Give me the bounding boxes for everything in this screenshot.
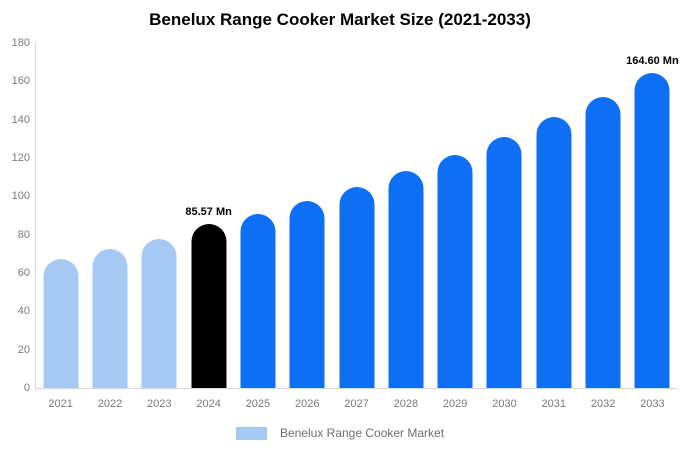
bar-2024 <box>191 224 227 388</box>
y-tick-label: 60 <box>17 267 30 279</box>
y-tick-label: 120 <box>11 152 30 164</box>
y-tick-label: 20 <box>17 343 30 356</box>
legend-label: Benelux Range Cooker Market <box>279 426 445 440</box>
data-label-2024: 85.57 Mn <box>185 206 232 218</box>
x-axis-label: 2031 <box>541 398 567 410</box>
bar-slot: 2023 <box>135 43 184 410</box>
y-tick-label: 40 <box>17 305 30 318</box>
y-axis: 0 20 40 60 80 100 120 140 160 180 <box>0 37 30 394</box>
y-tick-label: 100 <box>11 190 30 203</box>
bar-slot: 2033 164.60 Mn <box>626 43 679 410</box>
bar-2022 <box>92 249 128 388</box>
bar-2021 <box>43 258 79 388</box>
y-tick-label: 180 <box>11 37 30 49</box>
bar-slot: 2022 <box>85 43 134 410</box>
bar-slot: 2021 <box>36 43 85 410</box>
x-axis-label: 2022 <box>97 398 123 410</box>
bar-slot: 2032 <box>578 43 627 410</box>
plot-area: 2021 2022 2023 2024 85.57 Mn 2025 2026 2027 2028… <box>35 43 679 410</box>
bar-2032 <box>585 97 621 388</box>
x-axis-label: 2029 <box>442 398 468 410</box>
bar-2031 <box>536 116 572 388</box>
bar-2028 <box>388 171 424 388</box>
x-axis-label: 2032 <box>590 398 616 410</box>
bar-slot: 2030 <box>480 43 529 410</box>
x-axis-label: 2025 <box>245 398 271 410</box>
x-axis-label: 2027 <box>344 398 369 410</box>
x-axis-label: 2030 <box>492 398 517 410</box>
bar-2033 <box>634 72 670 388</box>
x-axis-label: 2024 <box>196 398 221 410</box>
bar-slot: 2029 <box>431 43 480 410</box>
bar-slot: 2025 <box>233 43 282 410</box>
y-tick-label: 160 <box>11 75 30 88</box>
bar-slot: 2027 <box>332 43 381 410</box>
x-axis-label: 2021 <box>48 398 73 410</box>
bar-slot: 2028 <box>381 43 430 410</box>
bar-2023 <box>141 238 177 388</box>
bar-2029 <box>437 154 473 388</box>
legend-swatch <box>235 426 267 440</box>
data-label-2033: 164.60 Mn <box>626 54 679 67</box>
x-axis-label: 2028 <box>393 398 419 410</box>
chart-title: Benelux Range Cooker Market Size (2021-2… <box>149 10 531 29</box>
y-tick-label: 0 <box>23 382 30 394</box>
bar-2027 <box>339 186 375 388</box>
legend: Benelux Range Cooker Market <box>0 426 680 440</box>
x-axis-label: 2033 <box>640 398 665 410</box>
y-tick-label: 80 <box>17 228 30 241</box>
bar-slot: 2026 <box>283 43 332 410</box>
x-axis-label: 2026 <box>294 398 320 410</box>
bar-2030 <box>486 136 522 388</box>
bar-2025 <box>240 213 276 388</box>
bar-slot: 2024 85.57 Mn <box>184 43 233 410</box>
bar-slot: 2031 <box>529 43 578 410</box>
bar-2026 <box>289 200 325 388</box>
y-tick-label: 140 <box>11 113 30 126</box>
x-axis-label: 2023 <box>147 398 172 410</box>
